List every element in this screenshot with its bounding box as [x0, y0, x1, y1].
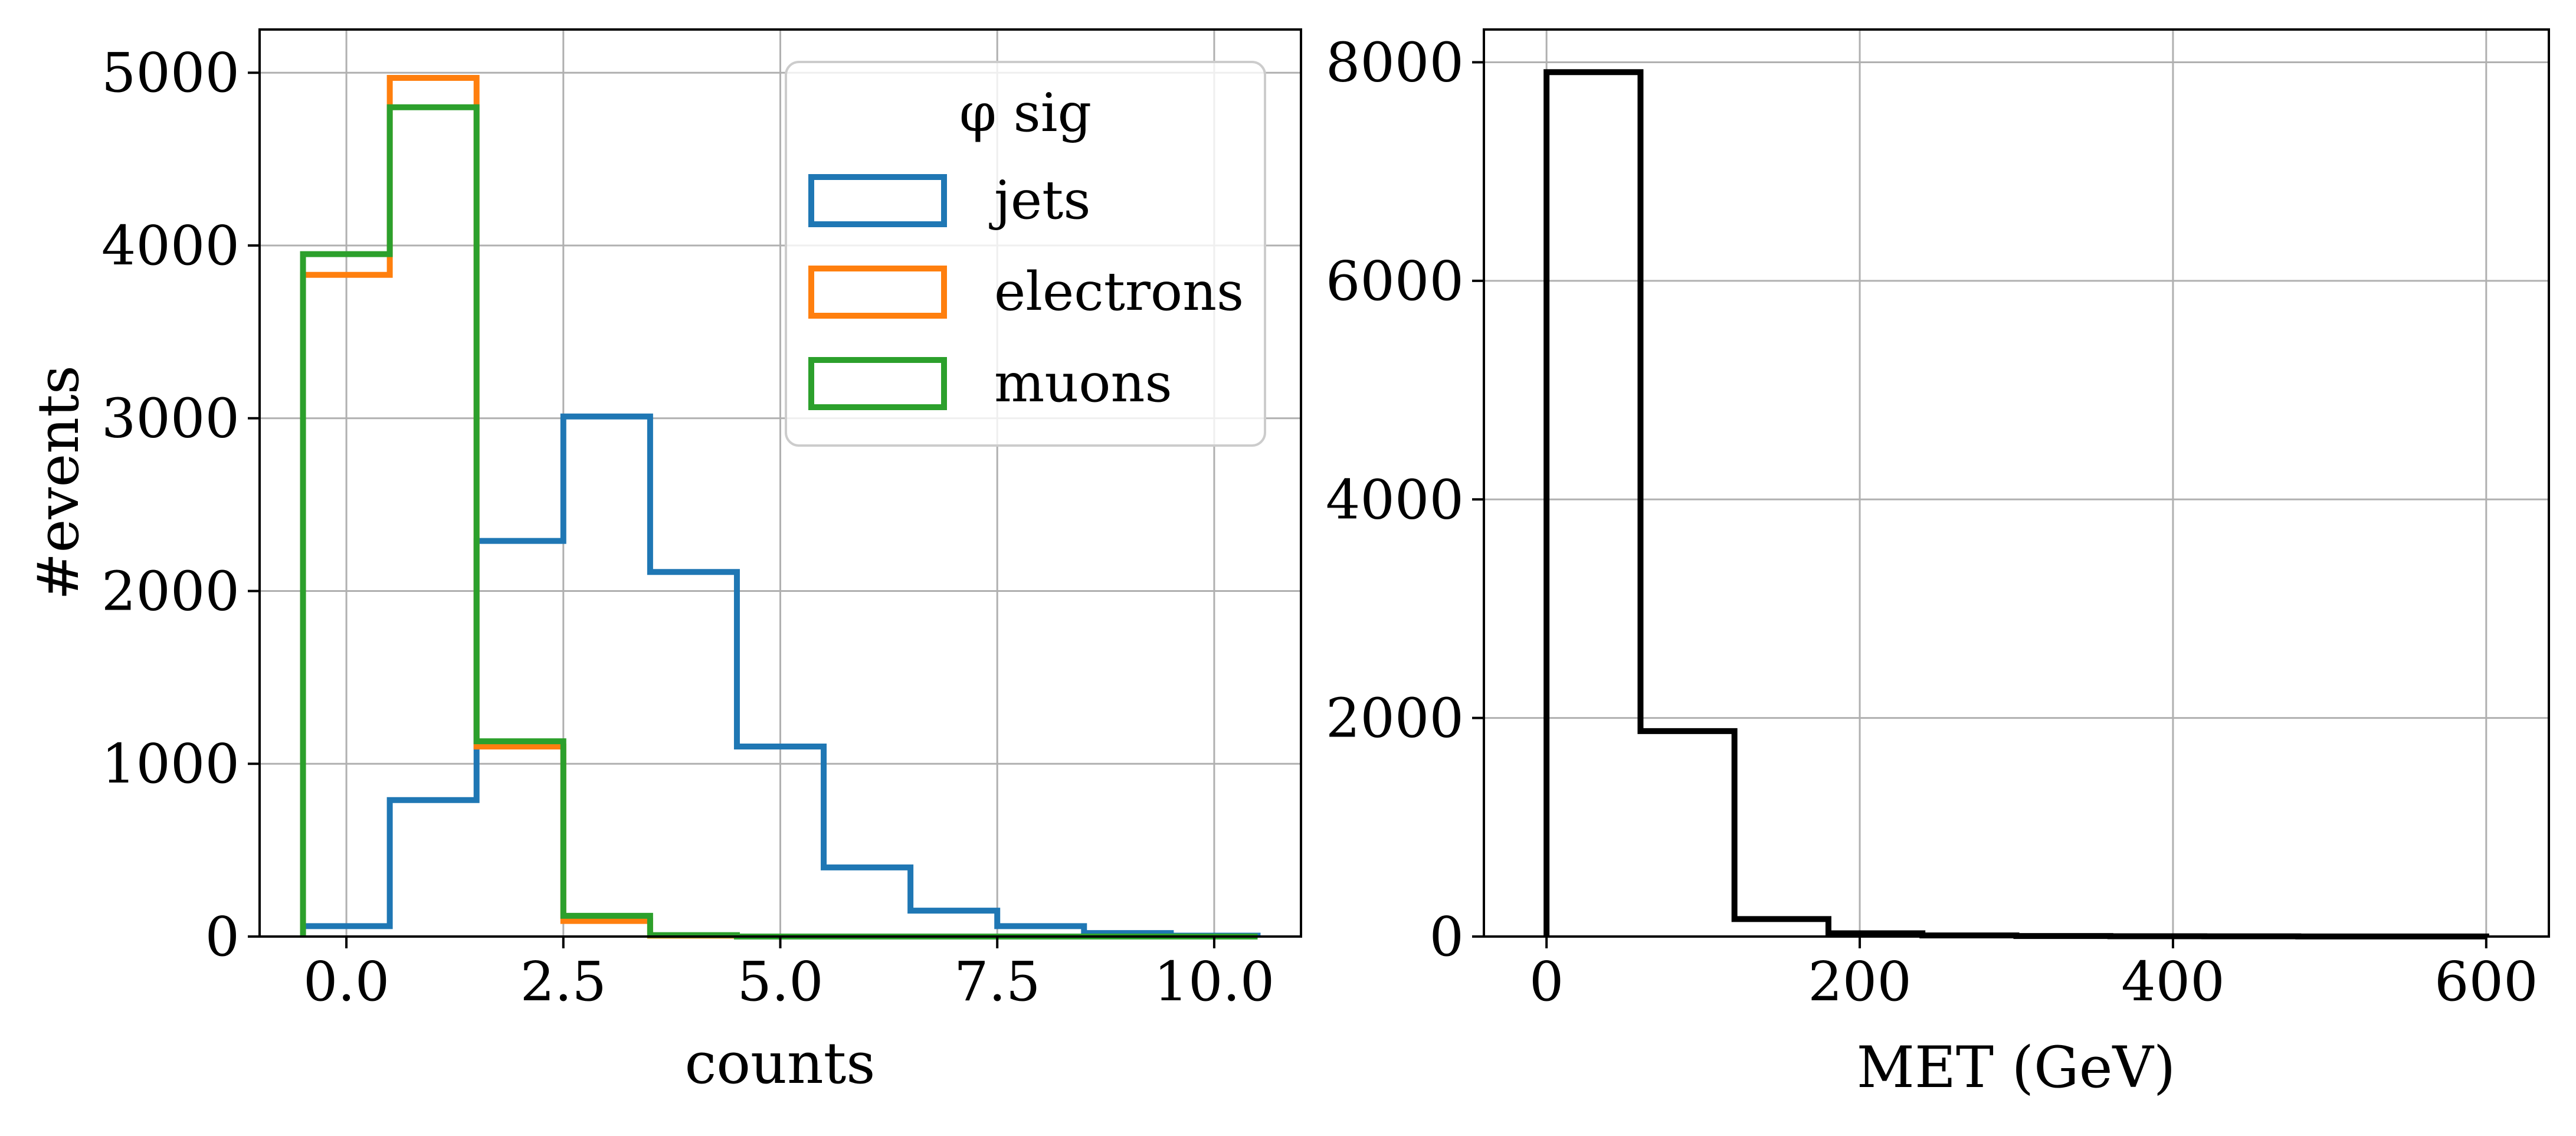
legend-swatch-jets	[808, 174, 947, 227]
legend-swatch-electrons	[808, 266, 947, 319]
right-y-tick-label: 2000	[1326, 687, 1464, 750]
left-x-tick-label: 0.0	[303, 950, 389, 1013]
left-x-tick-label: 5.0	[737, 950, 823, 1013]
right-x-tick-label: 0	[1529, 950, 1564, 1013]
left-y-tick-label: 4000	[101, 214, 240, 277]
right-axes-frame	[1483, 28, 2550, 938]
left-y-tick-label: 3000	[101, 387, 240, 450]
left-y-tick-label: 0	[205, 905, 240, 968]
left-y-axis-label: #events	[25, 365, 91, 600]
left-x-ticks: 0.0 2.5 5.0 7.5 10.0	[303, 937, 1274, 1013]
right-x-ticks: 0 200 400 600	[1529, 937, 2538, 1013]
right-y-tick-label: 8000	[1326, 31, 1464, 94]
left-x-axis-label: counts	[684, 1030, 875, 1096]
legend-label-electrons: electrons	[994, 261, 1244, 323]
left-x-tick-label: 7.5	[954, 950, 1040, 1013]
left-x-tick-label: 10.0	[1153, 950, 1274, 1013]
legend-swatch-muons	[808, 357, 947, 410]
left-x-tick-label: 2.5	[520, 950, 607, 1013]
legend-label-muons: muons	[994, 352, 1172, 414]
right-y-tick-label: 0	[1429, 905, 1464, 968]
right-panel: 0 200 400 600 0 2000 4000 6000 8000 MET (GeV)	[1326, 28, 2550, 1101]
right-y-ticks: 0 2000 4000 6000 8000	[1326, 31, 1484, 968]
left-y-tick-label: 1000	[101, 732, 240, 795]
legend: φ sig jets electrons muons	[785, 61, 1266, 447]
right-y-tick-label: 4000	[1326, 468, 1464, 531]
right-x-tick-label: 600	[2434, 950, 2538, 1013]
right-y-tick-label: 6000	[1326, 250, 1464, 313]
left-y-tick-label: 5000	[101, 41, 240, 104]
left-series-jets	[300, 413, 1261, 939]
right-x-tick-label: 200	[1808, 950, 1912, 1013]
legend-label-jets: jets	[989, 169, 1091, 231]
left-y-ticks: 0 1000 2000 3000 4000 5000	[101, 41, 260, 968]
legend-box	[785, 61, 1266, 447]
left-panel: 0.0 2.5 5.0 7.5 10.0 0 1000 2000 3000 4000 5000 c…	[25, 28, 1302, 1096]
right-x-tick-label: 400	[2121, 950, 2225, 1013]
legend-title: φ sig	[959, 82, 1092, 144]
left-y-tick-label: 2000	[101, 559, 240, 623]
right-x-axis-label: MET (GeV)	[1857, 1034, 2176, 1101]
